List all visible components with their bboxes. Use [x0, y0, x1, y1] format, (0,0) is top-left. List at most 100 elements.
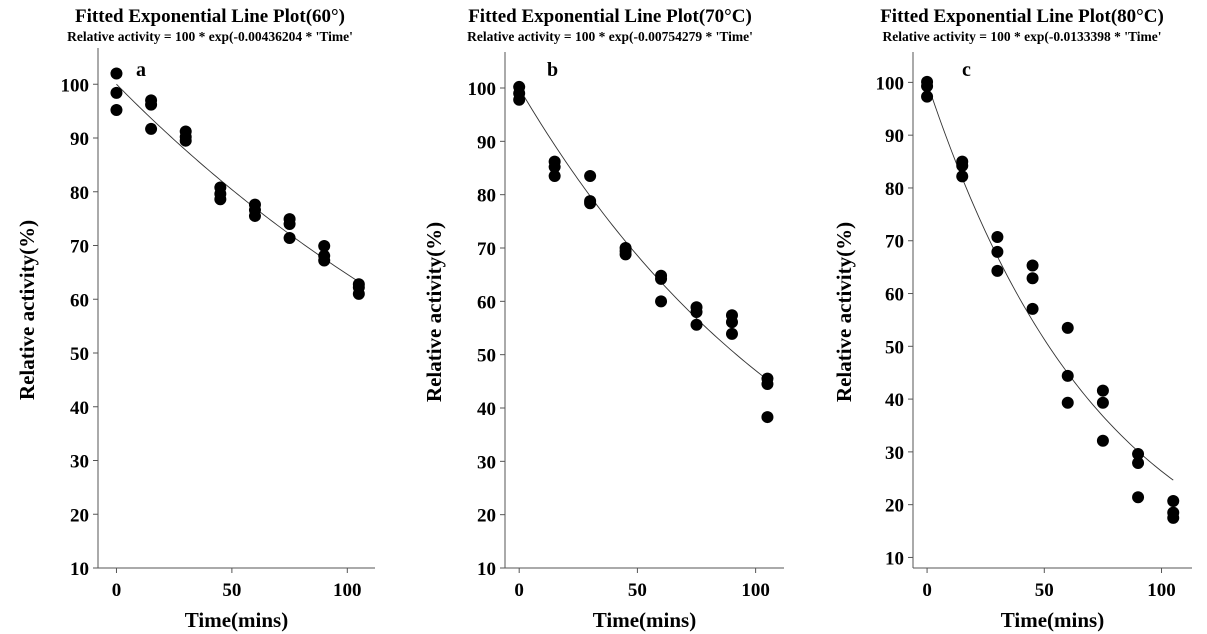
data-point: [690, 306, 703, 318]
y-tick-label: 70: [885, 232, 904, 253]
y-tick-label: 80: [70, 183, 89, 204]
data-point: [548, 160, 561, 173]
y-tick-label: 10: [885, 548, 904, 569]
panel-label: a: [136, 59, 146, 81]
y-tick-label: 60: [885, 285, 904, 306]
data-point: [513, 93, 526, 106]
data-point: [1132, 456, 1145, 469]
y-tick-label: 90: [477, 132, 496, 153]
y-tick-label: 50: [885, 337, 904, 358]
data-point: [1132, 447, 1145, 460]
chart-subtitle: Relative activity = 100 * exp(-0.0043620…: [67, 29, 353, 44]
y-tick-label: 20: [70, 505, 89, 526]
chart-title: Fitted Exponential Line Plot(70°C): [468, 6, 752, 27]
y-tick-label: 80: [477, 186, 496, 207]
chart-panel-c: Fitted Exponential Line Plot(80°C) Relati…: [832, 6, 1192, 632]
data-point: [956, 159, 969, 172]
panel-label: c: [962, 59, 971, 81]
y-axis-label: Relative activity(%): [15, 220, 39, 400]
data-point: [1167, 511, 1180, 524]
data-point: [145, 98, 158, 111]
data-point: [1132, 491, 1145, 504]
data-point: [655, 272, 668, 285]
data-point: [619, 248, 632, 261]
data-point: [655, 295, 668, 308]
data-point: [318, 240, 331, 253]
fit-curve: [926, 82, 1174, 481]
data-point: [1061, 321, 1074, 334]
y-axis-label: Relative activity(%): [422, 222, 446, 402]
data-point: [1096, 384, 1109, 397]
y-tick-label: 70: [477, 239, 496, 260]
data-point: [584, 197, 597, 210]
x-tick-label: 50: [628, 580, 647, 601]
data-point: [283, 218, 296, 230]
data-point: [1026, 302, 1039, 315]
y-tick-label: 30: [477, 452, 496, 473]
data-point: [725, 327, 738, 340]
y-tick-label: 80: [885, 179, 904, 200]
x-axis-label: Time(mins): [1001, 608, 1104, 632]
data-point: [761, 378, 774, 390]
y-axis-label: Relative activity(%): [832, 222, 856, 402]
y-tick-label: 100: [61, 75, 90, 96]
x-tick-label: 0: [922, 580, 932, 601]
data-point: [352, 287, 365, 300]
data-point: [991, 245, 1004, 258]
x-tick-label: 100: [333, 580, 362, 601]
x-tick-label: 0: [514, 580, 524, 601]
data-point: [921, 80, 934, 93]
y-tick-label: 100: [468, 79, 497, 100]
chart-panel-a: Fitted Exponential Line Plot(60°) Relativ…: [15, 6, 375, 632]
data-point: [179, 134, 192, 147]
x-tick-label: 100: [741, 580, 770, 601]
data-point: [110, 67, 123, 80]
x-tick-label: 50: [222, 580, 241, 601]
panel-label: b: [547, 59, 558, 81]
y-tick-label: 60: [477, 292, 496, 313]
data-point: [110, 86, 123, 99]
chart-subtitle: Relative activity = 100 * exp(-0.0075427…: [467, 29, 753, 44]
y-tick-label: 70: [70, 237, 89, 258]
x-tick-label: 50: [1035, 580, 1054, 601]
y-tick-label: 20: [477, 506, 496, 527]
data-point: [921, 90, 934, 103]
y-tick-label: 40: [477, 399, 496, 420]
y-tick-label: 90: [885, 126, 904, 147]
y-tick-label: 40: [885, 390, 904, 411]
y-tick-label: 60: [70, 290, 89, 311]
data-point: [761, 411, 774, 424]
chart-subtitle: Relative activity = 100 * exp(-0.0133398…: [883, 29, 1162, 44]
data-point: [548, 170, 561, 182]
y-tick-label: 10: [477, 559, 496, 580]
y-tick-label: 20: [885, 496, 904, 517]
chart-title: Fitted Exponential Line Plot(60°): [75, 6, 345, 27]
data-point: [1061, 369, 1074, 382]
x-tick-label: 0: [112, 580, 122, 601]
data-point: [1026, 272, 1039, 285]
y-tick-label: 90: [70, 129, 89, 150]
x-tick-label: 100: [1147, 580, 1176, 601]
data-point: [725, 316, 738, 329]
data-point: [1026, 259, 1039, 272]
chart-panel-b: Fitted Exponential Line Plot(70°C) Relati…: [422, 6, 784, 632]
x-axis-label: Time(mins): [185, 608, 288, 632]
y-tick-label: 50: [477, 346, 496, 367]
data-point: [584, 170, 597, 182]
data-point: [991, 231, 1004, 244]
fit-curve: [518, 87, 768, 381]
y-tick-label: 50: [70, 344, 89, 365]
data-point: [1096, 434, 1109, 447]
data-point: [248, 209, 261, 222]
y-tick-label: 100: [876, 73, 905, 94]
data-point: [991, 264, 1004, 277]
y-tick-label: 10: [70, 559, 89, 580]
data-point: [318, 254, 331, 267]
x-axis-label: Time(mins): [593, 608, 696, 632]
data-point: [1096, 396, 1109, 409]
y-tick-label: 30: [885, 443, 904, 464]
data-point: [1061, 396, 1074, 409]
y-tick-label: 30: [70, 452, 89, 473]
chart-title: Fitted Exponential Line Plot(80°C): [880, 6, 1164, 27]
